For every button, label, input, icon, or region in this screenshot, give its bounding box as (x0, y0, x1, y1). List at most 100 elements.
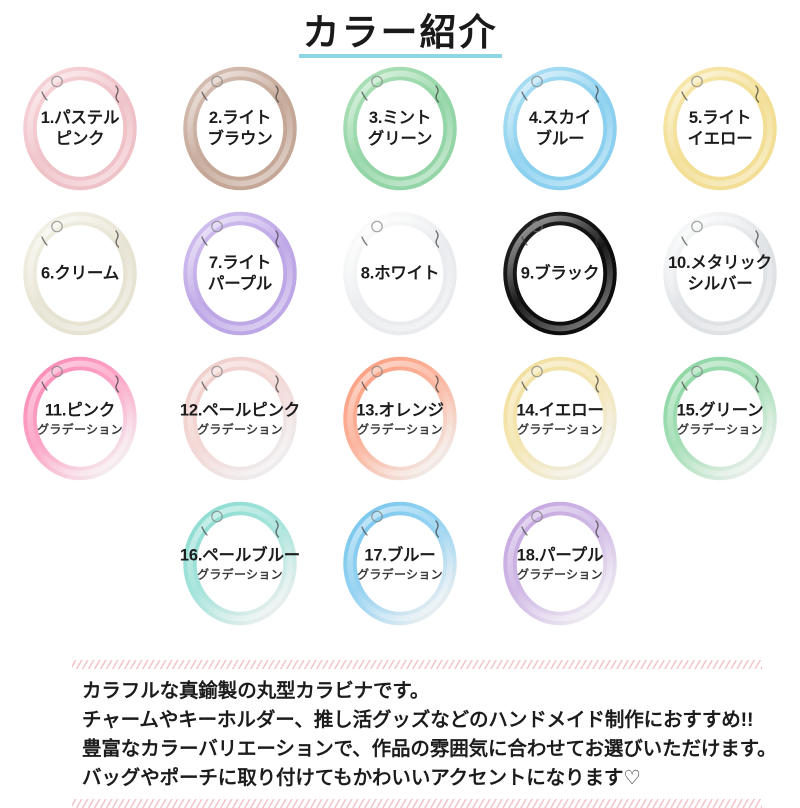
color-swatch-item[interactable]: 8.ホワイト (320, 201, 480, 346)
color-swatch-item[interactable]: 12.ペールピンク グラデーション (160, 346, 320, 491)
carabiner-ring-icon (497, 207, 623, 340)
ring-highlight (347, 360, 453, 477)
ring-highlight (187, 70, 293, 187)
ring-rivet-icon (531, 365, 543, 378)
color-swatch-item[interactable]: 10.メタリック シルバー (640, 201, 800, 346)
color-swatch-item[interactable]: 11.ピンク グラデーション (0, 346, 160, 491)
carabiner-ring-icon (497, 62, 623, 195)
ring-rivet-icon (211, 365, 223, 378)
ring-gate-seam (115, 375, 120, 393)
description-line-3: 豊富なカラーバリエーションで、作品の雰囲気に合わせてお選びいただけます。 (82, 738, 777, 760)
ring-hinge-notch (361, 526, 368, 536)
carabiner-ring-icon (337, 352, 463, 485)
color-swatch-item[interactable]: 15.グリーン グラデーション (640, 346, 800, 491)
color-swatch-item[interactable]: 4.スカイ ブルー (480, 56, 640, 201)
ring-highlight (347, 215, 453, 332)
ring-gate-seam (755, 85, 760, 103)
ring-highlight (27, 215, 133, 332)
ring-highlight (667, 360, 773, 477)
page-header: カラー紹介 (0, 0, 800, 58)
carabiner-ring-icon (657, 62, 783, 195)
carabiner-ring-icon (177, 207, 303, 340)
color-swatch-item[interactable]: 6.クリーム (0, 201, 160, 346)
swatch-row-1: 1.パステル ピンク 2.ライト ブラウン 3.ミント グリーン 4.スカイ ブルー 5.ライト… (0, 56, 800, 201)
ring-rivet-icon (211, 510, 223, 523)
ring-gate-seam (275, 230, 280, 248)
ring-rivet-icon (691, 220, 703, 233)
color-swatch-item[interactable]: 2.ライト ブラウン (160, 56, 320, 201)
color-swatch-item[interactable]: 5.ライト イエロー (640, 56, 800, 201)
ring-rivet-icon (51, 220, 63, 233)
ring-hinge-notch (201, 526, 208, 536)
ring-rivet-icon (51, 75, 63, 88)
ring-hinge-notch (41, 381, 48, 391)
ring-highlight (347, 505, 453, 622)
ring-rivet-icon (691, 365, 703, 378)
ring-hinge-notch (41, 236, 48, 246)
striped-divider-bottom (72, 799, 762, 808)
color-swatch-item[interactable]: 9.ブラック (480, 201, 640, 346)
page-title: カラー紹介 (297, 12, 504, 58)
swatch-row-4: 16.ペールブルー グラデーション 17.ブルー グラデーション 18.パープル グラデー… (0, 491, 800, 636)
ring-rivet-icon (371, 510, 383, 523)
color-swatch-item[interactable]: 17.ブルー グラデーション (320, 491, 480, 636)
color-swatch-item[interactable]: 7.ライト パープル (160, 201, 320, 346)
carabiner-ring-icon (177, 62, 303, 195)
ring-highlight (347, 70, 453, 187)
ring-gate-seam (435, 520, 440, 538)
carabiner-ring-icon (337, 207, 463, 340)
ring-gate-seam (595, 375, 600, 393)
ring-gate-seam (115, 85, 120, 103)
color-swatch-item[interactable]: 16.ペールブルー グラデーション (160, 491, 320, 636)
ring-highlight (27, 360, 133, 477)
color-swatch-item[interactable]: 13.オレンジ グラデーション (320, 346, 480, 491)
color-swatch-item[interactable]: 14.イエロー グラデーション (480, 346, 640, 491)
ring-rivet-icon (371, 75, 383, 88)
ring-highlight (187, 215, 293, 332)
color-swatch-grid: 1.パステル ピンク 2.ライト ブラウン 3.ミント グリーン 4.スカイ ブルー 5.ライト… (0, 52, 800, 636)
ring-hinge-notch (681, 236, 688, 246)
carabiner-ring-icon (177, 352, 303, 485)
description-text: カラフルな真鍮製の丸型カラビナです。 チャームやキーホルダー、推し活グッズなどの… (72, 669, 777, 799)
ring-hinge-notch (361, 381, 368, 391)
ring-highlight (27, 70, 133, 187)
ring-hinge-notch (521, 91, 528, 101)
ring-gate-seam (595, 85, 600, 103)
ring-rivet-icon (211, 220, 223, 233)
ring-rivet-icon (211, 75, 223, 88)
ring-gate-seam (275, 520, 280, 538)
ring-hinge-notch (681, 381, 688, 391)
ring-rivet-icon (51, 365, 63, 378)
carabiner-ring-icon (17, 352, 143, 485)
ring-hinge-notch (681, 91, 688, 101)
carabiner-ring-icon (337, 62, 463, 195)
ring-rivet-icon (691, 75, 703, 88)
color-swatch-item[interactable]: 18.パープル グラデーション (480, 491, 640, 636)
title-underline (298, 54, 502, 58)
color-swatch-item[interactable]: 3.ミント グリーン (320, 56, 480, 201)
ring-rivet-icon (531, 75, 543, 88)
ring-gate-seam (435, 230, 440, 248)
ring-gate-seam (435, 375, 440, 393)
carabiner-ring-icon (177, 497, 303, 630)
ring-gate-seam (275, 85, 280, 103)
description-block: カラフルな真鍮製の丸型カラビナです。 チャームやキーホルダー、推し活グッズなどの… (72, 660, 777, 808)
ring-hinge-notch (361, 91, 368, 101)
carabiner-ring-icon (337, 497, 463, 630)
carabiner-ring-icon (497, 352, 623, 485)
swatch-row-3: 11.ピンク グラデーション 12.ペールピンク グラデーション 13.オレンジ グラデー… (0, 346, 800, 491)
carabiner-ring-icon (17, 62, 143, 195)
carabiner-ring-icon (657, 352, 783, 485)
ring-hinge-notch (201, 236, 208, 246)
swatch-row-2: 6.クリーム 7.ライト パープル 8.ホワイト 9.ブラック 10.メタリック シルバー (0, 201, 800, 346)
ring-hinge-notch (201, 381, 208, 391)
ring-highlight (667, 70, 773, 187)
ring-gate-seam (755, 375, 760, 393)
color-swatch-item[interactable]: 1.パステル ピンク (0, 56, 160, 201)
ring-highlight (507, 360, 613, 477)
ring-hinge-notch (521, 381, 528, 391)
ring-highlight (507, 70, 613, 187)
page-title-text: カラー紹介 (302, 12, 498, 53)
carabiner-ring-icon (17, 207, 143, 340)
ring-gate-seam (755, 230, 760, 248)
